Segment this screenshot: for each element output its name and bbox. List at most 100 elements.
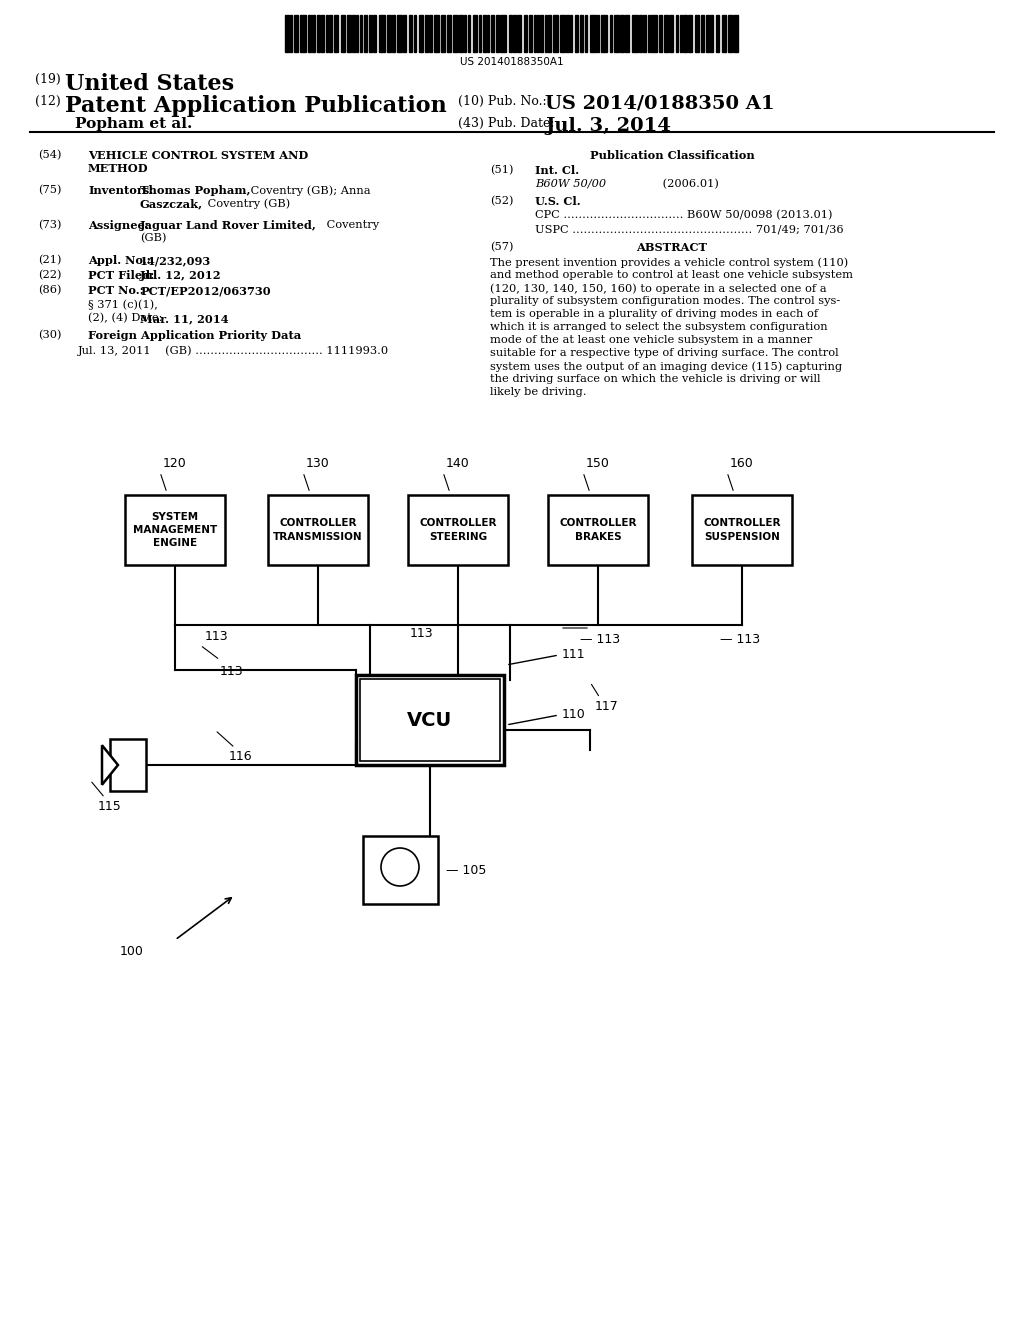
- Bar: [341, 15, 345, 51]
- Bar: [529, 15, 532, 51]
- Text: which it is arranged to select the subsystem configuration: which it is arranged to select the subsy…: [490, 322, 827, 333]
- Bar: [419, 15, 423, 51]
- Text: SYSTEM: SYSTEM: [152, 512, 199, 521]
- Text: (51): (51): [490, 165, 513, 176]
- Text: 111: 111: [562, 648, 586, 661]
- Text: and method operable to control at least one vehicle subsystem: and method operable to control at least …: [490, 271, 853, 280]
- Text: CPC ................................ B60W 50/0098 (2013.01): CPC ................................ B60…: [535, 210, 833, 220]
- Bar: [483, 15, 486, 51]
- Bar: [379, 15, 385, 51]
- Bar: [464, 15, 466, 51]
- Polygon shape: [102, 746, 118, 785]
- Bar: [692, 495, 792, 565]
- Text: CONTROLLER: CONTROLLER: [280, 519, 356, 528]
- Bar: [425, 15, 428, 51]
- Text: Gaszczak,: Gaszczak,: [140, 198, 203, 209]
- Text: (120, 130, 140, 150, 160) to operate in a selected one of a: (120, 130, 140, 150, 160) to operate in …: [490, 282, 826, 293]
- Text: Assignee:: Assignee:: [88, 220, 148, 231]
- Text: Popham et al.: Popham et al.: [75, 117, 193, 131]
- Text: US 20140188350A1: US 20140188350A1: [460, 57, 564, 67]
- Bar: [110, 739, 146, 791]
- Text: (19): (19): [35, 73, 60, 86]
- Bar: [317, 15, 319, 51]
- Text: 160: 160: [730, 457, 754, 470]
- Bar: [648, 15, 650, 51]
- Bar: [706, 15, 709, 51]
- Text: 14/232,093: 14/232,093: [140, 255, 211, 267]
- Text: (2006.01): (2006.01): [630, 180, 719, 189]
- Circle shape: [381, 847, 419, 886]
- Text: 116: 116: [228, 750, 252, 763]
- Text: PCT Filed:: PCT Filed:: [88, 271, 155, 281]
- Bar: [580, 15, 583, 51]
- Bar: [639, 15, 642, 51]
- Text: Publication Classification: Publication Classification: [590, 150, 755, 161]
- Text: Jaguar Land Rover Limited,: Jaguar Land Rover Limited,: [140, 220, 316, 231]
- Text: MANAGEMENT: MANAGEMENT: [133, 525, 217, 535]
- Bar: [540, 15, 543, 51]
- Bar: [334, 15, 338, 51]
- Text: Coventry (GB); Anna: Coventry (GB); Anna: [247, 185, 371, 195]
- Text: BRAKES: BRAKES: [574, 532, 622, 541]
- Text: (21): (21): [38, 255, 61, 265]
- Bar: [473, 15, 477, 51]
- Bar: [321, 15, 324, 51]
- Text: Coventry (GB): Coventry (GB): [204, 198, 290, 209]
- Text: (86): (86): [38, 285, 61, 296]
- Text: the driving surface on which the vehicle is driving or will: the driving surface on which the vehicle…: [490, 374, 820, 384]
- Text: suitable for a respective type of driving surface. The control: suitable for a respective type of drivin…: [490, 348, 839, 358]
- Text: SUSPENSION: SUSPENSION: [705, 532, 780, 541]
- Bar: [716, 15, 719, 51]
- Text: Mar. 11, 2014: Mar. 11, 2014: [140, 313, 228, 323]
- Text: 120: 120: [163, 457, 186, 470]
- Text: CONTROLLER: CONTROLLER: [559, 519, 637, 528]
- Text: Appl. No.:: Appl. No.:: [88, 255, 151, 267]
- Bar: [695, 15, 699, 51]
- Text: Jul. 3, 2014: Jul. 3, 2014: [545, 117, 671, 135]
- Bar: [517, 15, 521, 51]
- Bar: [468, 15, 470, 51]
- Bar: [397, 15, 402, 51]
- Bar: [537, 15, 539, 51]
- Bar: [364, 15, 367, 51]
- Bar: [570, 15, 572, 51]
- Text: 100: 100: [120, 945, 144, 958]
- Bar: [722, 15, 726, 51]
- Text: CONTROLLER: CONTROLLER: [419, 519, 497, 528]
- Bar: [524, 15, 527, 51]
- Text: METHOD: METHOD: [88, 162, 148, 174]
- Text: ENGINE: ENGINE: [153, 539, 197, 548]
- Text: — 113: — 113: [720, 634, 760, 645]
- Bar: [347, 15, 351, 51]
- Text: TRANSMISSION: TRANSMISSION: [273, 532, 362, 541]
- Bar: [625, 15, 629, 51]
- Text: (2), (4) Date:: (2), (4) Date:: [88, 313, 163, 323]
- Bar: [710, 15, 713, 51]
- Bar: [632, 15, 638, 51]
- Text: (22): (22): [38, 271, 61, 280]
- Bar: [500, 15, 506, 51]
- Bar: [360, 15, 362, 51]
- Text: Inventors:: Inventors:: [88, 185, 154, 195]
- Text: VEHICLE CONTROL SYSTEM AND: VEHICLE CONTROL SYSTEM AND: [88, 150, 308, 161]
- Text: United States: United States: [65, 73, 234, 95]
- Bar: [392, 15, 395, 51]
- Bar: [597, 15, 599, 51]
- Text: Foreign Application Priority Data: Foreign Application Priority Data: [88, 330, 301, 341]
- Text: (57): (57): [490, 242, 513, 252]
- Text: USPC ................................................ 701/49; 701/36: USPC ...................................…: [535, 224, 844, 234]
- Bar: [285, 15, 289, 51]
- Bar: [728, 15, 732, 51]
- Bar: [369, 15, 372, 51]
- Text: 113: 113: [205, 630, 228, 643]
- Text: system uses the output of an imaging device (115) capturing: system uses the output of an imaging dev…: [490, 360, 842, 371]
- Bar: [414, 15, 416, 51]
- Bar: [434, 15, 439, 51]
- Text: US 2014/0188350 A1: US 2014/0188350 A1: [545, 95, 774, 114]
- Text: U.S. Cl.: U.S. Cl.: [535, 195, 581, 207]
- Bar: [268, 495, 368, 565]
- Bar: [447, 15, 451, 51]
- Bar: [664, 15, 668, 51]
- Bar: [308, 15, 311, 51]
- Bar: [387, 15, 391, 51]
